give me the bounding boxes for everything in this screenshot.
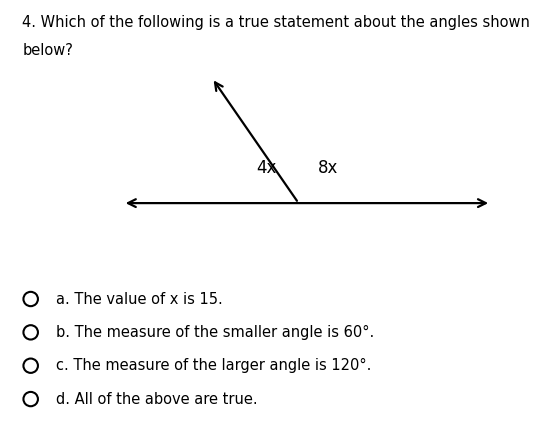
Text: a. The value of x is 15.: a. The value of x is 15.	[56, 292, 223, 306]
Text: b. The measure of the smaller angle is 60°.: b. The measure of the smaller angle is 6…	[56, 325, 374, 340]
Text: 4x: 4x	[256, 159, 276, 177]
Text: 8x: 8x	[318, 159, 339, 177]
Text: c. The measure of the larger angle is 120°.: c. The measure of the larger angle is 12…	[56, 358, 371, 373]
Text: 4. Which of the following is a true statement about the angles shown: 4. Which of the following is a true stat…	[22, 16, 530, 30]
Text: below?: below?	[22, 43, 73, 57]
Text: d. All of the above are true.: d. All of the above are true.	[56, 392, 257, 406]
